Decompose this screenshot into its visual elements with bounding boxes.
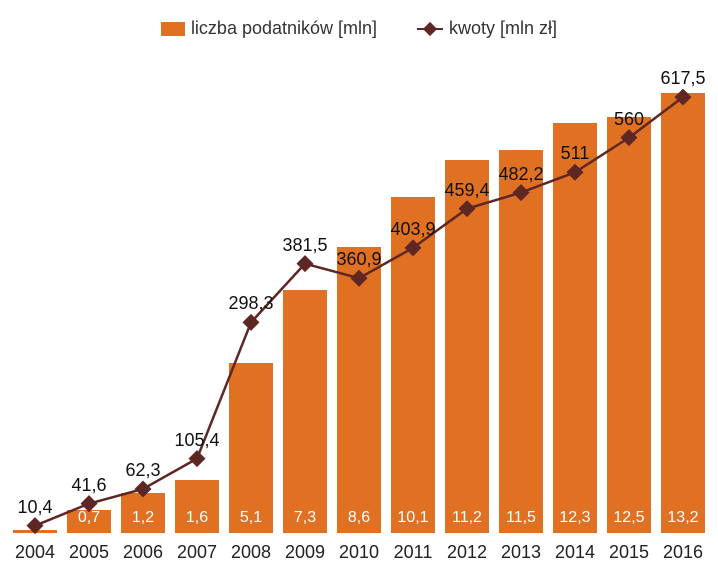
x-axis-tick: 2007 xyxy=(170,542,224,563)
x-axis-tick: 2004 xyxy=(8,542,62,563)
chart-container: liczba podatników [mln] kwoty [mln zł] 0… xyxy=(0,0,718,571)
x-axis-tick: 2016 xyxy=(656,542,710,563)
bar: 13,2 xyxy=(661,93,705,533)
legend-item-line: kwoty [mln zł] xyxy=(417,18,557,39)
bar-value-label: 12,5 xyxy=(613,509,644,527)
bar-slot: 1,2 xyxy=(116,60,170,533)
legend-swatch-bar xyxy=(161,22,185,36)
x-axis: 2004200520062007200820092010201120122013… xyxy=(8,542,710,563)
x-axis-tick: 2009 xyxy=(278,542,332,563)
bar-value-label: 5,1 xyxy=(240,509,262,527)
x-axis-tick: 2012 xyxy=(440,542,494,563)
x-axis-tick: 2013 xyxy=(494,542,548,563)
legend-item-bars: liczba podatników [mln] xyxy=(161,18,377,39)
bar-slot: 11,5 xyxy=(494,60,548,533)
legend: liczba podatników [mln] kwoty [mln zł] xyxy=(0,18,718,39)
bar-value-label: 0,7 xyxy=(78,509,100,527)
bar-value-label: 1,6 xyxy=(186,509,208,527)
bar-slot: 5,1 xyxy=(224,60,278,533)
bar-slot: 13,2 xyxy=(656,60,710,533)
legend-bar-label: liczba podatników [mln] xyxy=(191,18,377,39)
x-axis-tick: 2010 xyxy=(332,542,386,563)
legend-line-label: kwoty [mln zł] xyxy=(449,18,557,39)
bar-slot: 10,1 xyxy=(386,60,440,533)
bar-slot: 11,2 xyxy=(440,60,494,533)
bar: 11,2 xyxy=(445,160,489,533)
bar-value-label: 0,1 xyxy=(24,510,46,528)
bar: 12,3 xyxy=(553,123,597,533)
bar-slot: 8,6 xyxy=(332,60,386,533)
bar: 11,5 xyxy=(499,150,543,533)
x-axis-tick: 2014 xyxy=(548,542,602,563)
bar-slot: 1,6 xyxy=(170,60,224,533)
x-axis-tick: 2011 xyxy=(386,542,440,563)
bar-slot: 7,3 xyxy=(278,60,332,533)
plot-area: 0,1 0,7 1,2 1,6 5,1 7,3 8,6 10,1 11,2 11,5 12,3 12,… xyxy=(8,60,710,533)
bar: 5,1 xyxy=(229,363,273,533)
legend-swatch-line xyxy=(417,22,443,36)
bar-value-label: 7,3 xyxy=(294,509,316,527)
x-axis-tick: 2008 xyxy=(224,542,278,563)
bar: 1,6 xyxy=(175,480,219,533)
bar: 12,5 xyxy=(607,117,651,533)
x-axis-tick: 2005 xyxy=(62,542,116,563)
bar-value-label: 8,6 xyxy=(348,509,370,527)
bar-slot: 12,5 xyxy=(602,60,656,533)
bar-value-label: 12,3 xyxy=(559,509,590,527)
bar: 0,1 xyxy=(13,530,57,533)
bar: 10,1 xyxy=(391,197,435,533)
bar-value-label: 1,2 xyxy=(132,509,154,527)
bar-value-label: 13,2 xyxy=(667,509,698,527)
bar: 7,3 xyxy=(283,290,327,533)
bar-slot: 0,7 xyxy=(62,60,116,533)
diamond-icon xyxy=(423,21,437,35)
bar-value-label: 11,2 xyxy=(452,509,482,527)
bars-layer: 0,1 0,7 1,2 1,6 5,1 7,3 8,6 10,1 11,2 11,5 12,3 12,… xyxy=(8,60,710,533)
bar: 8,6 xyxy=(337,247,381,533)
bar: 1,2 xyxy=(121,493,165,533)
bar-slot: 12,3 xyxy=(548,60,602,533)
bar: 0,7 xyxy=(67,510,111,533)
bar-value-label: 10,1 xyxy=(397,509,428,527)
bar-slot: 0,1 xyxy=(8,60,62,533)
bar-value-label: 11,5 xyxy=(506,509,536,527)
x-axis-tick: 2015 xyxy=(602,542,656,563)
x-axis-tick: 2006 xyxy=(116,542,170,563)
